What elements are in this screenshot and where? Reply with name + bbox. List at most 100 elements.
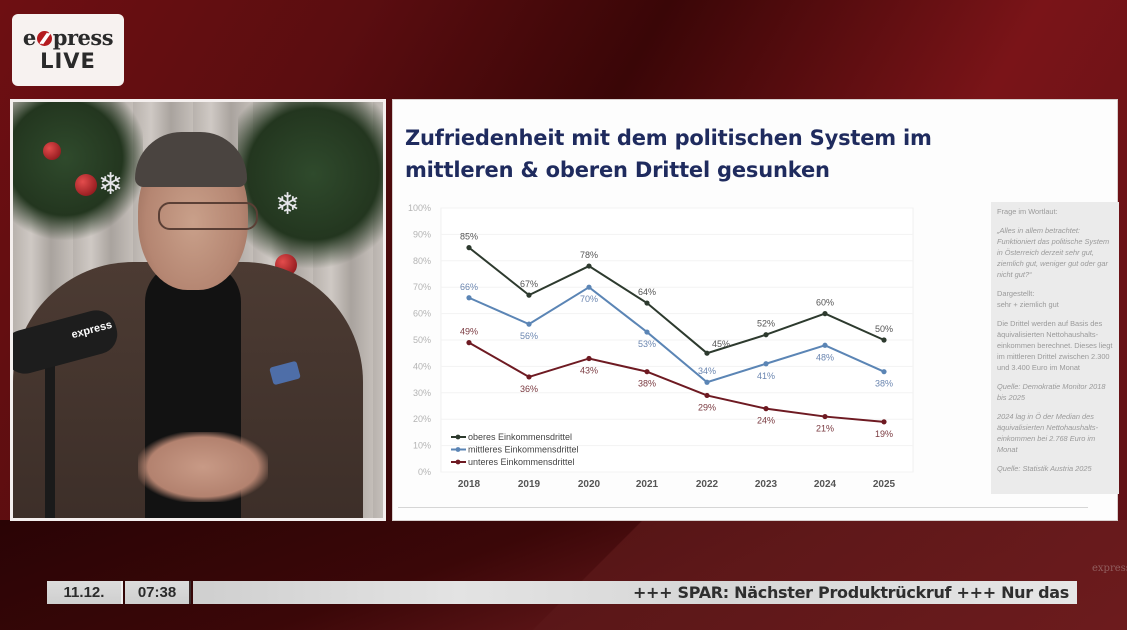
x-tick-label: 2022 — [696, 479, 719, 490]
speaker-hair — [135, 132, 247, 187]
corner-watermark: express — [1092, 563, 1127, 574]
data-label: 41% — [757, 371, 775, 381]
x-axis-ticks: 2018 2019 2020 2021 2022 2023 2024 2025 — [458, 479, 896, 490]
data-point — [763, 361, 769, 367]
data-point — [881, 369, 887, 375]
ticker-headline: +++ SPAR: Nächster Produktrückruf +++ Nu… — [632, 583, 1069, 602]
y-tick-label: 80% — [413, 256, 431, 266]
data-label: 36% — [520, 384, 538, 394]
data-label: 38% — [875, 379, 893, 389]
garland-right — [238, 102, 383, 282]
data-label: 52% — [757, 319, 775, 329]
data-label: 64% — [638, 287, 656, 297]
note-paragraph: Dargestellt: sehr + ziemlich gut — [997, 289, 1059, 309]
logo-suffix: press — [52, 25, 114, 50]
data-label: 85% — [460, 232, 478, 242]
speaker-glasses — [158, 202, 258, 230]
x-tick-label: 2023 — [755, 479, 778, 490]
background-diagonal — [480, 520, 1127, 630]
data-point — [526, 292, 532, 298]
legend-marker — [455, 459, 461, 465]
data-label: 24% — [757, 416, 775, 426]
data-point — [704, 379, 710, 385]
y-axis-ticks: 0% 10% 20% 30% 40% 50% 60% 70% 80% 90% 100% — [408, 203, 431, 477]
data-point — [466, 245, 472, 251]
speaker-hands — [138, 432, 268, 502]
express-live-logo: e press LIVE — [12, 14, 124, 86]
chart-series: 85%67%78%64%45%52%60%50%66%56%70%53%34% 4… — [460, 232, 893, 439]
data-point — [763, 332, 769, 338]
data-label: 53% — [638, 339, 656, 349]
y-tick-label: 50% — [413, 335, 431, 345]
data-point — [586, 263, 592, 269]
note-paragraph: „Alles in allem betrachtet: Funktioniert… — [997, 226, 1110, 279]
series-2: 49% 36% 43% 38% 29% 24% 21% 19% — [460, 327, 893, 439]
data-label: 29% — [698, 402, 716, 412]
data-label: 45% — [712, 339, 730, 349]
data-label: 21% — [816, 424, 834, 434]
logo-x-icon — [36, 31, 52, 46]
data-point — [644, 300, 650, 306]
legend-label: oberes Einkommensdrittel — [468, 432, 572, 442]
y-tick-label: 90% — [413, 229, 431, 239]
y-tick-label: 70% — [413, 282, 431, 292]
x-tick-label: 2025 — [873, 479, 896, 490]
data-point — [704, 350, 710, 356]
data-label: 48% — [816, 352, 834, 362]
data-label: 67% — [520, 279, 538, 289]
slide-title: Zufriedenheit mit dem politischen System… — [405, 122, 1005, 186]
notes-panel: Frage im Wortlaut: „Alles in allem betrac… — [991, 202, 1119, 494]
y-tick-label: 30% — [413, 388, 431, 398]
data-label: 66% — [460, 282, 478, 292]
note-paragraph: Die Drittel werden auf Basis des äquival… — [997, 319, 1113, 372]
data-point — [881, 419, 887, 425]
mic-stand — [45, 362, 55, 518]
y-tick-label: 10% — [413, 441, 431, 451]
logo-prefix: e — [22, 25, 36, 50]
series-0: 85% 67% 78% 64% 45% 52% 60% 50% — [460, 232, 893, 356]
x-tick-label: 2019 — [518, 479, 541, 490]
series-line — [468, 246, 885, 355]
y-tick-label: 0% — [418, 467, 431, 477]
data-point — [822, 342, 828, 348]
logo-live: LIVE — [40, 49, 96, 73]
data-label: 56% — [520, 331, 538, 341]
line-chart: 0%10%20%30%40%50%60%70%80%90%100% 2018 20… — [408, 203, 914, 490]
legend-label: unteres Einkommensdrittel — [468, 457, 575, 467]
data-point — [881, 337, 887, 343]
data-label: 34% — [698, 366, 716, 376]
presentation-slide: Zufriedenheit mit dem politischen System… — [392, 99, 1119, 521]
data-point — [763, 406, 769, 412]
data-point — [526, 321, 532, 327]
x-tick-label: 2018 — [458, 479, 481, 490]
data-label: 19% — [875, 429, 893, 439]
data-label: 50% — [875, 324, 893, 334]
data-label: 43% — [580, 365, 598, 375]
snowflake-icon: ❄ — [275, 188, 301, 221]
data-point — [644, 329, 650, 335]
data-label: 70% — [580, 294, 598, 304]
y-tick-label: 20% — [413, 414, 431, 424]
legend-label: mittleres Einkommensdrittel — [468, 445, 579, 455]
data-point — [466, 295, 472, 301]
series-line — [468, 341, 885, 423]
data-point — [526, 374, 532, 380]
data-point — [704, 392, 710, 399]
y-tick-label: 40% — [413, 361, 431, 371]
data-point — [822, 413, 828, 420]
data-point — [822, 311, 828, 317]
chart-legend: oberes Einkommensdrittel mittleres Einkom… — [451, 432, 579, 467]
series-1: 66% 56% 70% 53% 34% 41% 48% 38% — [460, 282, 893, 389]
data-point — [644, 369, 650, 375]
data-point — [586, 355, 592, 362]
x-tick-label: 2021 — [636, 479, 659, 490]
video-feed: ❄ ❄ express — [10, 99, 386, 521]
ticker-date: 11.12. — [47, 581, 123, 604]
news-ticker: +++ SPAR: Nächster Produktrückruf +++ Nu… — [193, 581, 1077, 604]
y-tick-label: 60% — [413, 309, 431, 319]
ticker-time: 07:38 — [125, 581, 191, 604]
note-paragraph: Quelle: Statistik Austria 2025 — [997, 464, 1092, 473]
legend-marker — [455, 434, 461, 440]
logo-wordmark: e press — [22, 25, 114, 50]
data-point — [466, 340, 472, 346]
